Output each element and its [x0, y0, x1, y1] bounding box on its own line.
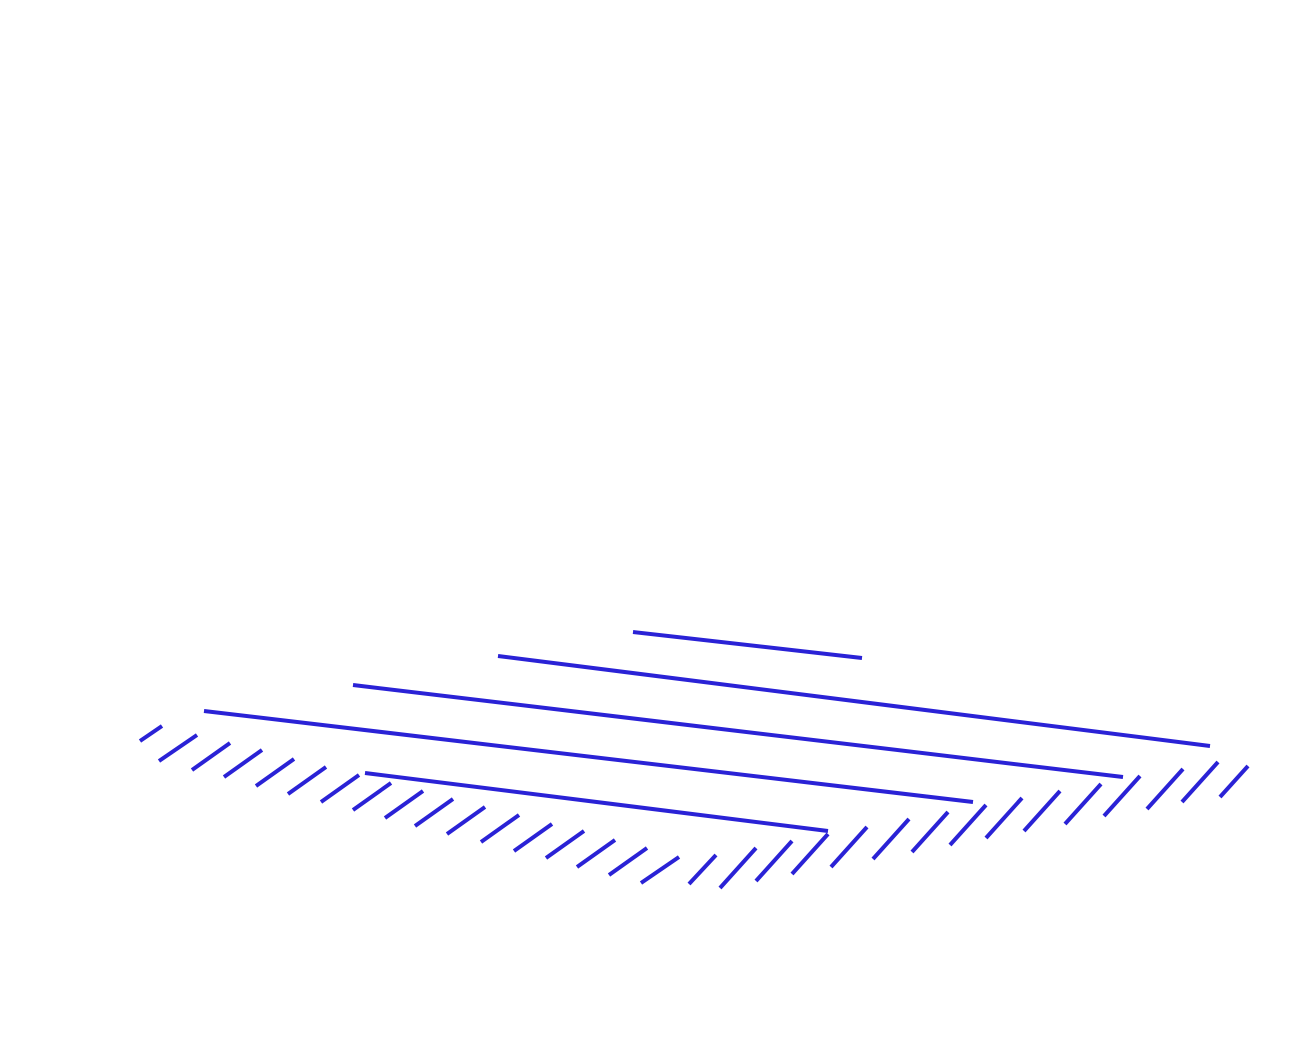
right-hatch-3 — [754, 839, 794, 883]
left-hatch-7 — [319, 773, 361, 804]
right-hatch-8 — [948, 803, 988, 847]
left-hatch-12 — [479, 813, 521, 844]
left-hatch-11 — [445, 805, 487, 836]
right-hatch-4 — [790, 832, 830, 876]
long-stripes-group — [203, 630, 1211, 833]
left-hatch-16 — [607, 846, 649, 877]
left-hatch-13 — [512, 822, 554, 853]
left-hatch-2 — [157, 733, 199, 763]
right-hatch-15 — [1218, 764, 1250, 799]
left-hatch-5 — [254, 757, 296, 788]
left-hatch-10 — [413, 797, 455, 828]
left-hatch-1 — [138, 724, 164, 743]
long-stripe-1 — [632, 630, 863, 660]
right-hatch-1 — [687, 853, 718, 886]
right-hatch-9 — [984, 796, 1024, 840]
left-hatch-4 — [222, 748, 264, 779]
long-stripe-5 — [364, 771, 829, 833]
right-hatch-5 — [829, 825, 869, 869]
left-hatch-17 — [639, 855, 681, 885]
right-hatch-7 — [910, 810, 950, 854]
left-hatch-15 — [575, 838, 617, 869]
left-hatch-8 — [351, 781, 393, 812]
left-hatch-9 — [383, 789, 425, 820]
right-hatch-11 — [1063, 782, 1103, 826]
left-hatch-3 — [190, 741, 232, 772]
long-stripe-2 — [497, 654, 1211, 748]
right-hatch-14 — [1180, 760, 1220, 804]
right-hatch-2 — [718, 846, 758, 890]
left-hatch-group — [138, 724, 681, 885]
right-hatch-13 — [1145, 767, 1185, 811]
right-hatch-group — [687, 760, 1250, 890]
left-hatch-6 — [286, 765, 328, 796]
right-hatch-12 — [1102, 774, 1142, 818]
left-hatch-14 — [544, 829, 586, 860]
long-stripe-4 — [203, 709, 974, 804]
long-stripe-3 — [352, 683, 1124, 779]
right-hatch-10 — [1022, 789, 1062, 833]
right-hatch-6 — [871, 817, 911, 861]
